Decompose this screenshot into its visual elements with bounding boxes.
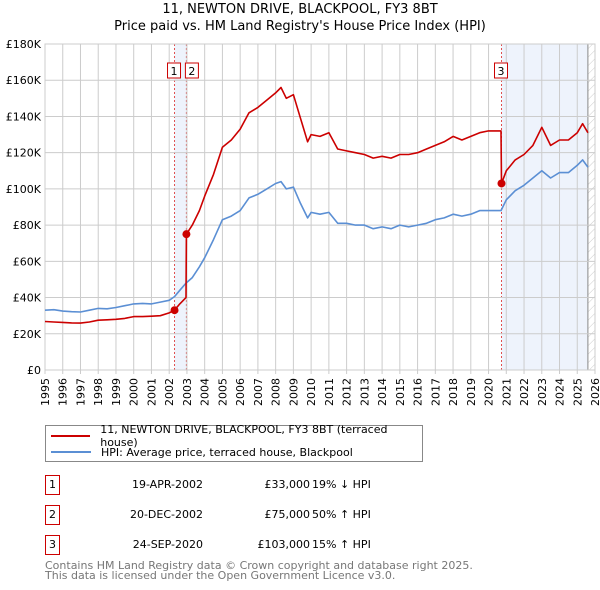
chart-title: 11, NEWTON DRIVE, BLACKPOOL, FY3 8BT [162, 2, 438, 17]
x-tick-label: 2004 [199, 378, 212, 406]
sale-price: £33,000 [264, 478, 311, 491]
x-tick-label: 2008 [270, 378, 283, 406]
x-tick-label: 2022 [518, 378, 531, 406]
x-tick-label: 2003 [181, 378, 194, 406]
x-tick-label: 1997 [74, 378, 87, 406]
sale-hpi-diff: 15% ↑ HPI [312, 538, 371, 551]
sale-number-badge: 1 [45, 475, 60, 495]
x-tick-label: 2025 [571, 378, 584, 406]
sale-date: 19-APR-2002 [131, 478, 203, 491]
x-tick-label: 2006 [234, 378, 247, 406]
legend-label: HPI: Average price, terraced house, Blac… [101, 445, 353, 459]
price-chart: 1 2 3 1995 1996 1997 1998 1999 2000 2001 2002 2003 2… [6, 38, 600, 406]
sale-hpi-diff: 19% ↓ HPI [312, 478, 371, 491]
y-tick-label: £160K [6, 74, 42, 87]
x-tick-label: 2015 [394, 378, 407, 406]
x-tick-label: 2010 [305, 378, 318, 406]
x-tick-label: 2012 [341, 378, 354, 406]
footer-licence: This data is licensed under the Open Gov… [45, 569, 396, 582]
table-row: 3 24-SEP-2020 £103,000 15% ↑ HPI [45, 535, 600, 555]
chart-legend: 11, NEWTON DRIVE, BLACKPOOL, FY3 8BT (te… [45, 423, 423, 462]
y-tick-label: £0 [27, 364, 41, 377]
legend-swatch-blue [51, 451, 91, 453]
shaded-period [174, 44, 187, 370]
x-tick-label: 2001 [145, 378, 158, 406]
hpi-line [44, 159, 589, 313]
y-tick-label: £120K [6, 147, 42, 160]
sale-point-marker [497, 179, 506, 188]
x-tick-label: 2017 [429, 378, 442, 406]
legend-item-hpi: HPI: Average price, terraced house, Blac… [51, 444, 353, 460]
x-tick-label: 1998 [92, 378, 105, 406]
x-tick-label: 2026 [589, 378, 600, 406]
x-tick-label: 2014 [376, 378, 389, 406]
x-tick-label: 2021 [500, 378, 513, 406]
sale-price: £75,000 [264, 508, 311, 521]
y-tick-label: £140K [6, 110, 42, 123]
x-tick-label: 2009 [287, 378, 300, 406]
sale-number-badge: 3 [45, 535, 60, 555]
future-hatch-area [587, 44, 595, 370]
y-tick-label: £60K [13, 255, 42, 268]
x-tick-label: 1999 [110, 378, 123, 406]
x-tick-label: 2016 [412, 378, 425, 406]
x-tick-label: 1995 [39, 378, 52, 406]
sale-label: 1 [171, 65, 178, 78]
x-tick-label: 2018 [447, 378, 460, 406]
y-tick-label: £40K [13, 292, 42, 305]
y-tick-label: £20K [13, 328, 42, 341]
x-tick-label: 2024 [554, 378, 567, 406]
legend-label: 11, NEWTON DRIVE, BLACKPOOL, FY3 8BT (te… [100, 423, 388, 449]
sale-date: 24-SEP-2020 [132, 538, 203, 551]
sale-point-marker [182, 230, 191, 239]
property-price-line [44, 86, 589, 324]
x-tick-label: 2002 [163, 378, 176, 406]
x-tick-label: 2020 [483, 378, 496, 406]
sale-label: 3 [498, 65, 505, 78]
sale-label-box [184, 62, 199, 79]
table-row: 1 19-APR-2002 £33,000 19% ↓ HPI [45, 475, 600, 495]
sale-price: £103,000 [257, 538, 311, 551]
legend-swatch-red [51, 435, 91, 437]
sale-label-box [494, 62, 508, 79]
x-tick-label: 2011 [323, 378, 336, 406]
x-tick-label: 2023 [536, 378, 549, 406]
sale-hpi-diff: 50% ↑ HPI [312, 508, 371, 521]
x-tick-label: 1996 [57, 378, 70, 406]
sale-point-marker [170, 306, 179, 315]
x-tick-label: 2013 [358, 378, 371, 406]
x-tick-label: 2019 [465, 378, 478, 406]
table-row: 2 20-DEC-2002 £75,000 50% ↑ HPI [45, 505, 600, 525]
sale-date: 20-DEC-2002 [129, 508, 203, 521]
shaded-period [501, 44, 588, 370]
footer-copyright: Contains HM Land Registry data © Crown c… [45, 559, 473, 572]
sale-label-box [167, 62, 182, 79]
sale-number-badge: 2 [45, 505, 60, 525]
chart-subtitle: Price paid vs. HM Land Registry's House … [114, 19, 486, 34]
x-tick-label: 2000 [128, 378, 141, 406]
y-tick-label: £80K [13, 219, 42, 232]
sale-label: 2 [188, 65, 195, 78]
x-tick-label: 2005 [216, 378, 229, 406]
y-tick-label: £180K [6, 38, 42, 51]
legend-item-property: 11, NEWTON DRIVE, BLACKPOOL, FY3 8BT (te… [51, 423, 422, 449]
x-tick-label: 2007 [252, 378, 265, 406]
plot-frame [44, 43, 596, 371]
y-tick-label: £100K [6, 183, 42, 196]
